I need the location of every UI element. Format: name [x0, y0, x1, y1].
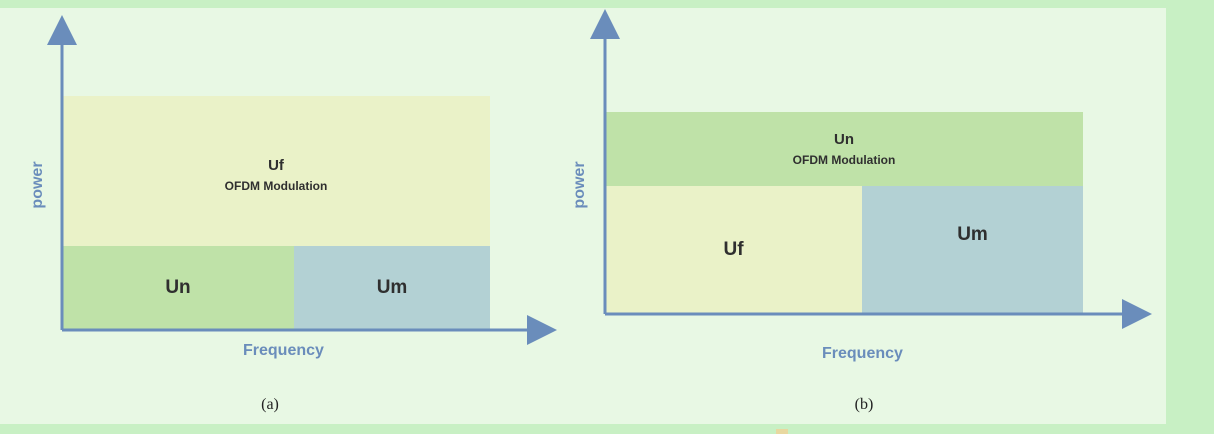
- diagram-b-bottom-right-label: Um: [957, 224, 988, 245]
- decorative-mark: [776, 429, 788, 434]
- diagram-b-bottom-right-block: Um: [862, 186, 1083, 314]
- diagram-b-y-axis-label: power: [571, 161, 588, 209]
- diagram-b-bottom-left-block: Uf: [605, 186, 862, 314]
- diagram-a-top-label: Uf: [268, 157, 284, 174]
- diagram-a-x-axis-label: Frequency: [243, 342, 324, 359]
- diagram-a-bottom-right-block: Um: [294, 246, 490, 330]
- diagram-a-top-block: Uf OFDM Modulation: [62, 96, 490, 254]
- diagram-b-caption: (b): [854, 396, 874, 413]
- diagram-b-top-label: Un: [834, 131, 854, 148]
- diagram-b-top-sub-label: OFDM Modulation: [792, 153, 896, 167]
- diagram-b-x-axis-label: Frequency: [822, 345, 903, 362]
- diagram-b-bottom-left-label: Uf: [723, 239, 744, 260]
- diagram-a-bottom-left-label: Un: [165, 277, 191, 298]
- figure-panel: Uf OFDM Modulation Un Um Un OFDM Modulat…: [0, 8, 1166, 424]
- diagram-a-bottom-left-block: Un: [62, 246, 294, 330]
- axes-layer: [47, 9, 1152, 345]
- diagram-a-y-axis-label: power: [29, 161, 46, 209]
- diagram-a-top-sub-label: OFDM Modulation: [224, 179, 328, 193]
- diagram-a-bottom-right-label: Um: [376, 277, 408, 298]
- diagram-b-top-block: Un OFDM Modulation: [605, 112, 1083, 186]
- diagram-a-caption: (a): [261, 396, 279, 413]
